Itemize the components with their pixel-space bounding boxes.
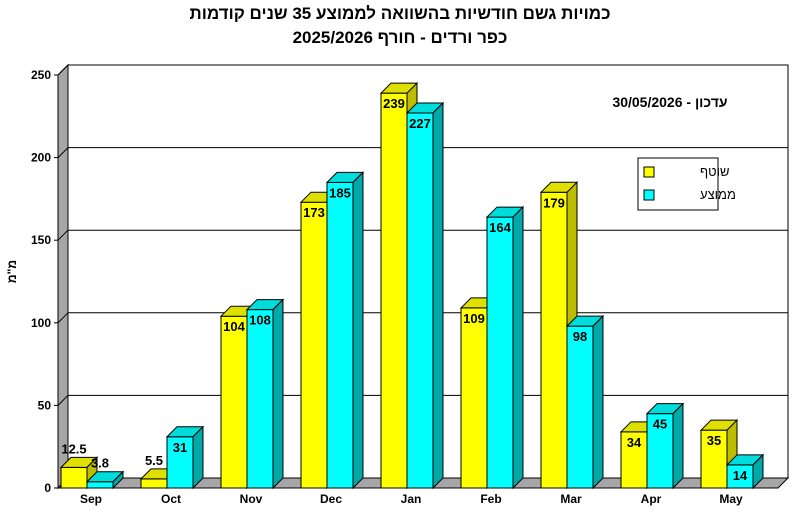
x-tick-label: Jan: [401, 492, 422, 506]
data-label: 164: [489, 220, 511, 235]
gridline-diagonal: [57, 229, 69, 241]
bar-front: [326, 181, 354, 489]
data-label: 239: [383, 96, 405, 111]
data-label: 45: [653, 417, 667, 432]
x-tick-label: Oct: [161, 492, 181, 506]
y-tick-label: 200: [31, 151, 51, 165]
bar-front: [300, 201, 328, 489]
bar-side: [192, 425, 204, 490]
data-label: 35: [707, 433, 721, 448]
y-tick-label: 0: [44, 481, 51, 495]
bar-front: [406, 112, 434, 489]
bar-side: [592, 314, 604, 490]
bar-side: [432, 101, 444, 490]
bar-side: [352, 171, 364, 490]
data-label: 5.5: [145, 453, 163, 468]
bar-front: [380, 92, 408, 489]
bar-front: [246, 309, 274, 489]
bar-side: [512, 205, 524, 490]
bar-front: [86, 481, 114, 489]
bar-front: [60, 466, 88, 489]
legend-swatch: [643, 166, 655, 178]
bar-side: [672, 402, 684, 490]
gridline-diagonal: [57, 147, 69, 158]
y-axis-label: מ"מ: [5, 260, 19, 283]
bar-front: [566, 325, 594, 489]
data-label: 12.5: [61, 441, 86, 456]
data-label: 173: [303, 205, 325, 220]
data-label: 31: [173, 440, 187, 455]
bar-front: [220, 315, 248, 489]
legend-entry: ממוצע: [700, 187, 736, 202]
legend-entry: שוטף: [700, 164, 729, 179]
y-tick-label: 50: [38, 398, 52, 412]
data-label: 109: [463, 311, 485, 326]
legend-swatch: [643, 189, 655, 201]
data-label: 34: [627, 435, 642, 450]
data-label: 14: [733, 468, 748, 483]
bar-front: [140, 478, 168, 489]
data-label: 98: [573, 329, 587, 344]
bar-side: [112, 470, 124, 490]
bar-front: [460, 307, 488, 489]
y-tick-label: 150: [31, 233, 51, 247]
data-label: 227: [409, 116, 431, 131]
data-label: 185: [329, 185, 351, 200]
chart-title-line2: כפר ורדים - חורף 2025/2026: [292, 28, 508, 47]
data-label: 3.8: [91, 456, 109, 471]
x-tick-label: Nov: [240, 492, 263, 506]
x-tick-label: Sep: [80, 492, 102, 506]
bar-front: [620, 431, 648, 489]
x-tick-label: Feb: [480, 492, 501, 506]
y-tick-label: 100: [31, 316, 51, 330]
chart-side-wall: [57, 63, 69, 490]
y-tick-label: 250: [31, 68, 51, 82]
x-tick-label: Apr: [641, 492, 662, 506]
bar-side: [752, 453, 764, 490]
gridline-diagonal: [57, 64, 69, 76]
update-date-label: עדכון - 30/05/2026: [612, 94, 727, 110]
bar-front: [486, 216, 514, 489]
data-label: 104: [223, 319, 245, 334]
data-label: 108: [249, 313, 271, 328]
x-tick-label: Mar: [560, 492, 582, 506]
x-tick-label: Dec: [320, 492, 342, 506]
bar-front: [540, 191, 568, 489]
bar-front: [646, 413, 674, 489]
chart-title-line1: כמויות גשם חודשיות בהשוואה לממוצע 35 שני…: [189, 4, 611, 23]
gridline-diagonal: [57, 312, 69, 324]
gridline-diagonal: [57, 395, 69, 406]
data-label: 179: [543, 195, 565, 210]
x-tick-label: May: [719, 492, 743, 506]
bar-side: [272, 298, 284, 490]
